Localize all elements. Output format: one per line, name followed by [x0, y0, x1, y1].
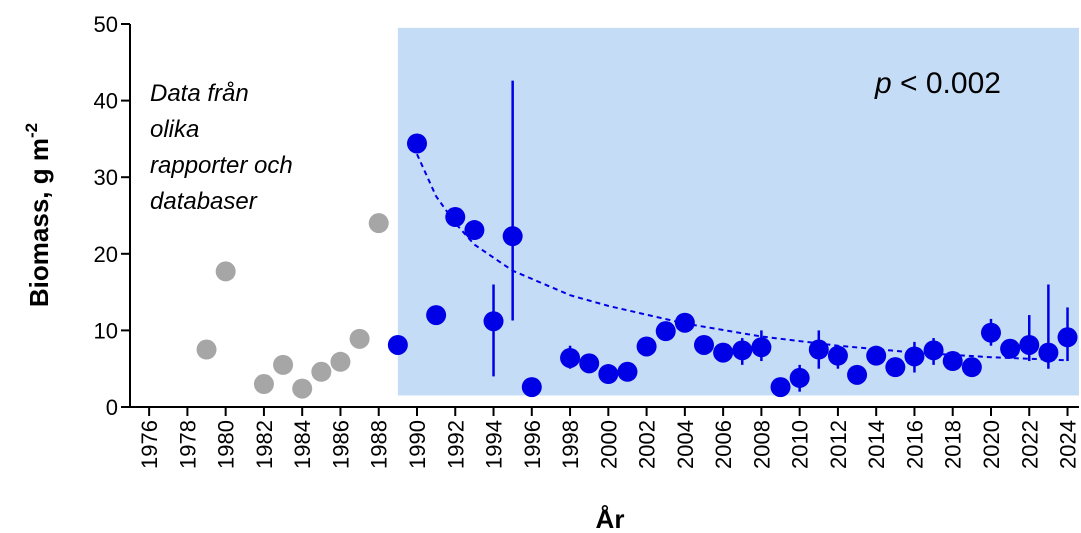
data-point — [866, 345, 887, 366]
data-point — [253, 374, 274, 395]
x-tick-label: 1978 — [175, 420, 200, 469]
x-tick-label: 2004 — [673, 420, 698, 469]
y-tick-label: 10 — [94, 318, 118, 343]
x-tick-label: 2018 — [941, 420, 966, 469]
y-tick-label: 40 — [94, 89, 118, 114]
data-point — [215, 261, 236, 282]
data-point — [464, 220, 485, 241]
p-value-label: p < 0.002 — [874, 67, 1001, 100]
trend-line-layer — [416, 153, 1068, 362]
annotation-line: olika — [150, 116, 199, 143]
data-point — [598, 364, 619, 385]
data-point — [770, 377, 791, 398]
data-point — [751, 337, 772, 358]
data-point — [1038, 342, 1059, 363]
data-point — [885, 357, 906, 378]
data-point — [502, 226, 523, 247]
x-tick-label: 1996 — [520, 420, 545, 469]
data-point — [961, 357, 982, 378]
x-tick-label: 2024 — [1056, 420, 1081, 469]
data-point — [808, 339, 829, 360]
y-tick-label: 50 — [94, 12, 118, 37]
x-tick-label: 1976 — [137, 420, 162, 469]
data-point — [311, 361, 332, 382]
x-tick-label: 1982 — [252, 420, 277, 469]
data-point — [617, 361, 638, 382]
x-tick-label: 2006 — [711, 420, 736, 469]
x-tick-label: 2022 — [1017, 420, 1042, 469]
x-tick-label: 1990 — [405, 420, 430, 469]
x-tick-label: 2014 — [864, 420, 889, 469]
data-point — [923, 340, 944, 361]
data-point — [579, 353, 600, 374]
axes: 0 10 20 30 40 50 1976 1978 1980 1982 1984 1986 1988 1… — [94, 12, 1081, 469]
data-point — [560, 347, 581, 368]
annotation-line: Data från — [150, 80, 249, 107]
shaded-region — [397, 27, 1079, 396]
data-point — [789, 367, 810, 388]
data-point — [713, 342, 734, 363]
x-tick-label: 2008 — [749, 420, 774, 469]
x-tick-label: 1986 — [328, 420, 353, 469]
x-tick-label: 1992 — [443, 420, 468, 469]
data-point — [483, 311, 504, 332]
x-tick-label: 1984 — [290, 420, 315, 469]
shaded-region-layer — [397, 27, 1079, 396]
data-point — [1057, 327, 1078, 348]
x-tick-label: 2002 — [635, 420, 660, 469]
y-tick-label: 20 — [94, 242, 118, 267]
data-point — [387, 334, 408, 355]
p-value-prefix: p — [874, 67, 892, 100]
y-tick-label: 0 — [106, 395, 118, 420]
y-axis-title: Biomass, g m-2 — [22, 123, 54, 307]
p-value-text: < 0.002 — [892, 67, 1001, 100]
y-axis-title-text: Biomass, g m — [24, 138, 54, 307]
x-tick-label: 2010 — [788, 420, 813, 469]
data-point — [827, 345, 848, 366]
data-point — [1000, 338, 1021, 359]
x-axis-title: År — [596, 504, 625, 533]
annotation-line: rapporter och — [150, 152, 293, 179]
data-point — [368, 213, 389, 234]
x-tick-label: 1988 — [367, 420, 392, 469]
data-point — [693, 334, 714, 355]
data-points-layer — [196, 80, 1078, 399]
data-point — [732, 340, 753, 361]
data-point — [847, 364, 868, 385]
x-tick-label: 2000 — [596, 420, 621, 469]
x-tick-label: 2020 — [979, 420, 1004, 469]
annotation-line: databaser — [150, 188, 258, 215]
data-point — [1019, 334, 1040, 355]
data-point — [406, 133, 427, 154]
data-point — [330, 351, 351, 372]
data-point — [636, 336, 657, 357]
x-tick-label: 2012 — [826, 420, 851, 469]
y-axis-title-superscript: -2 — [22, 123, 41, 138]
data-point — [904, 346, 925, 367]
data-point — [674, 312, 695, 333]
data-point — [445, 207, 466, 228]
data-point — [980, 322, 1001, 343]
trend-line — [416, 153, 1068, 362]
x-tick-label: 2016 — [902, 420, 927, 469]
x-tick-label: 1980 — [214, 420, 239, 469]
data-point — [349, 328, 370, 349]
x-tick-label: 1998 — [558, 420, 583, 469]
x-tick-label: 1994 — [482, 420, 507, 469]
data-point — [942, 351, 963, 372]
data-point — [273, 354, 294, 375]
data-point — [196, 339, 217, 360]
data-point — [292, 378, 313, 399]
data-point — [521, 377, 542, 398]
y-tick-label: 30 — [94, 165, 118, 190]
data-point — [655, 321, 676, 342]
annotation-note: Data från olika rapporter och databaser — [150, 80, 293, 215]
data-point — [426, 305, 447, 326]
